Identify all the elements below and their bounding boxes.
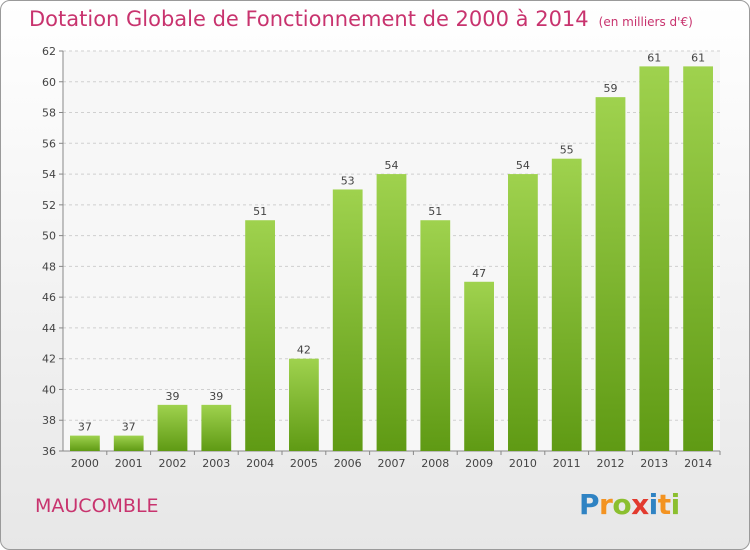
bar — [113, 435, 144, 451]
y-tick-label: 58 — [42, 107, 56, 120]
x-tick-label: 2013 — [640, 457, 668, 470]
data-label: 54 — [516, 159, 530, 172]
x-tick-label: 2002 — [159, 457, 187, 470]
bar — [289, 358, 319, 451]
y-tick-label: 38 — [42, 414, 56, 427]
data-label: 51 — [253, 205, 267, 218]
data-label: 54 — [385, 159, 399, 172]
data-label: 42 — [297, 344, 311, 357]
x-tick-label: 2012 — [597, 457, 625, 470]
x-tick-label: 2003 — [202, 457, 230, 470]
data-label: 61 — [647, 51, 661, 64]
x-tick-label: 2006 — [334, 457, 362, 470]
y-tick-label: 60 — [42, 76, 56, 89]
bar — [70, 435, 100, 451]
data-label: 53 — [341, 174, 355, 187]
bar — [376, 174, 407, 452]
data-label: 37 — [78, 421, 92, 434]
x-tick-label: 2000 — [71, 457, 99, 470]
data-label: 37 — [122, 421, 136, 434]
x-tick-label: 2014 — [684, 457, 712, 470]
bar — [157, 404, 188, 451]
y-tick-label: 56 — [42, 137, 56, 150]
y-tick-label: 52 — [42, 199, 56, 212]
x-tick-label: 2007 — [378, 457, 406, 470]
bar — [595, 97, 626, 452]
chart-subtitle: (en milliers d'€) — [598, 15, 693, 29]
logo-letter: t — [657, 488, 671, 521]
y-tick-label: 54 — [42, 168, 56, 181]
y-tick-label: 36 — [42, 445, 56, 458]
y-tick-label: 40 — [42, 383, 56, 396]
data-label: 39 — [209, 390, 223, 403]
data-label: 39 — [166, 390, 180, 403]
x-tick-label: 2011 — [553, 457, 581, 470]
x-tick-label: 2009 — [465, 457, 493, 470]
x-tick-label: 2001 — [115, 457, 143, 470]
proxiti-logo: Proxiti — [579, 488, 680, 521]
bar — [420, 220, 451, 451]
bar — [639, 66, 670, 451]
x-tick-label: 2008 — [421, 457, 449, 470]
y-tick-label: 42 — [42, 353, 56, 366]
y-tick-label: 62 — [42, 45, 56, 58]
commune-name: MAUCOMBLE — [35, 495, 159, 517]
data-label: 61 — [691, 51, 705, 64]
bar — [245, 220, 275, 451]
chart-title: Dotation Globale de Fonctionnement de 20… — [29, 7, 693, 31]
logo-letter: P — [579, 488, 600, 521]
y-tick-label: 48 — [42, 260, 56, 273]
bar — [201, 404, 232, 451]
x-tick-label: 2010 — [509, 457, 537, 470]
bar — [464, 281, 494, 451]
y-tick-label: 44 — [42, 322, 56, 335]
logo-letter: i — [670, 488, 681, 521]
data-label: 47 — [472, 267, 486, 280]
logo-letter: o — [612, 488, 632, 521]
y-tick-label: 50 — [42, 230, 56, 243]
bar — [551, 158, 582, 451]
logo-letter: r — [599, 488, 613, 521]
bar — [683, 66, 713, 451]
bar — [508, 174, 538, 452]
bar — [332, 189, 363, 451]
data-label: 51 — [428, 205, 442, 218]
data-label: 55 — [560, 144, 574, 157]
logo-letter: i — [648, 488, 659, 521]
x-tick-label: 2005 — [290, 457, 318, 470]
y-tick-label: 46 — [42, 291, 56, 304]
logo-letter: x — [631, 488, 649, 521]
data-label: 59 — [604, 82, 618, 95]
x-tick-label: 2004 — [246, 457, 274, 470]
